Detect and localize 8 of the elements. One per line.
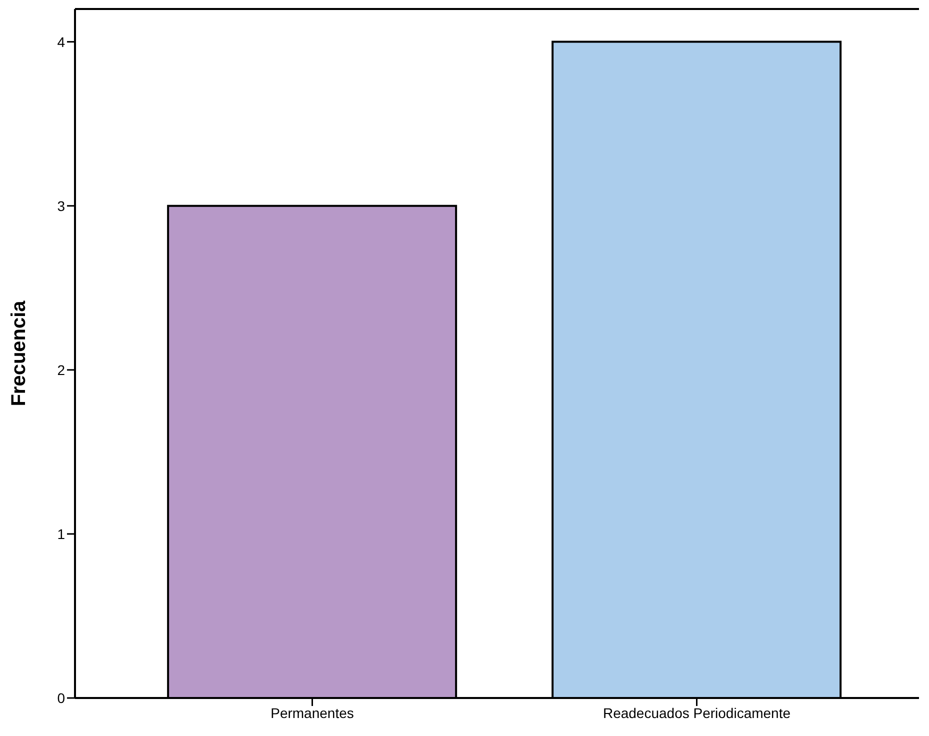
x-tick-label: Readecuados Periodicamente: [602, 704, 791, 721]
y-tick-label: 2: [57, 362, 66, 378]
y-tick-label: 3: [57, 198, 66, 214]
y-tick-label: 1: [57, 526, 66, 542]
x-tick-label: Permanentes: [270, 704, 354, 721]
y-tick-label: 4: [57, 34, 66, 50]
y-tick-label: 0: [57, 690, 66, 706]
y-axis-title: Frecuencia: [8, 300, 30, 406]
